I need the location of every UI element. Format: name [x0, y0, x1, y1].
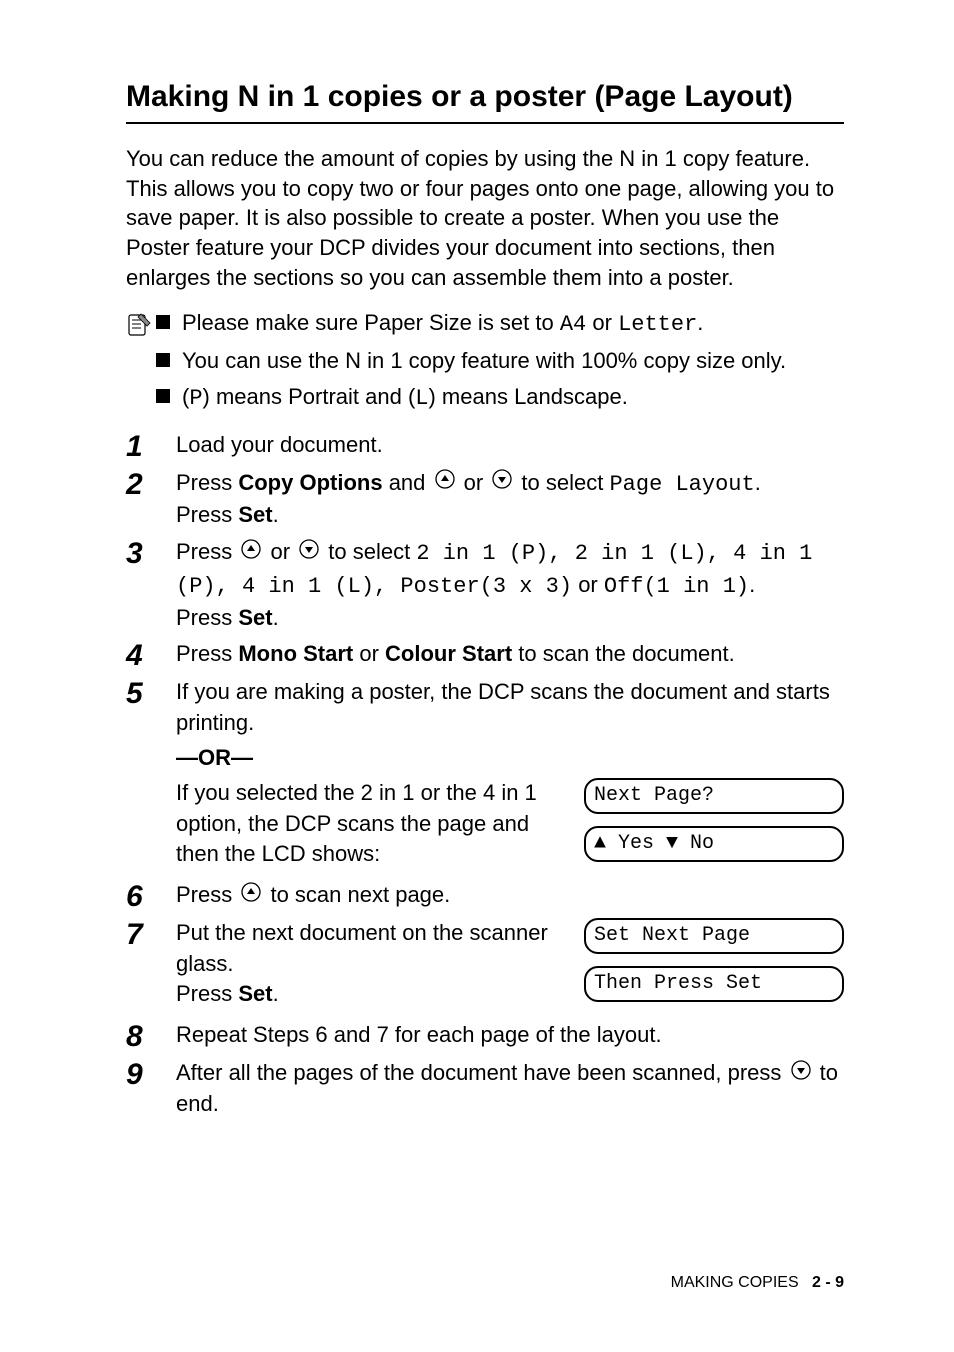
- down-button-icon: [491, 468, 513, 499]
- square-bullet-icon: [156, 315, 170, 329]
- footer-label: MAKING COPIES: [671, 1274, 799, 1291]
- step-number: 6: [126, 880, 176, 912]
- up-button-icon: [240, 538, 262, 569]
- step5-row: If you selected the 2 in 1 or the 4 in 1…: [176, 778, 844, 874]
- step-body: Repeat Steps 6 and 7 for each page of th…: [176, 1020, 844, 1051]
- step5-text: If you selected the 2 in 1 or the 4 in 1…: [176, 778, 564, 870]
- down-button-icon: [298, 538, 320, 569]
- lcd-display: Next Page?: [584, 778, 844, 814]
- step-2: 2 Press Copy Options and or to select Pa…: [126, 468, 844, 532]
- step-body: If you are making a poster, the DCP scan…: [176, 677, 844, 873]
- step5-line1: If you are making a poster, the DCP scan…: [176, 677, 844, 739]
- step-body: After all the pages of the document have…: [176, 1058, 844, 1120]
- square-bullet-icon: [156, 389, 170, 403]
- steps-list: 1 Load your document. 2 Press Copy Optio…: [126, 430, 844, 1121]
- step-number: 9: [126, 1058, 176, 1090]
- note-icon: [126, 312, 156, 343]
- step-4: 4 Press Mono Start or Colour Start to sc…: [126, 639, 844, 671]
- step-number: 8: [126, 1020, 176, 1052]
- step-body: Press or to select 2 in 1 (P), 2 in 1 (L…: [176, 537, 844, 633]
- lcd-group: Next Page? ▲ Yes ▼ No: [584, 778, 844, 874]
- note-text: You can use the N in 1 copy feature with…: [182, 346, 844, 376]
- step-body: Press to scan next page.: [176, 880, 844, 912]
- page-number: 2 - 9: [812, 1274, 844, 1291]
- step-number: 5: [126, 677, 176, 709]
- lcd-display: Set Next Page: [584, 918, 844, 954]
- step-1: 1 Load your document.: [126, 430, 844, 462]
- lcd-display: ▲ Yes ▼ No: [584, 826, 844, 862]
- up-button-icon: [434, 468, 456, 499]
- or-separator: —OR—: [176, 743, 844, 774]
- step-7: 7 Put the next document on the scanner g…: [126, 918, 844, 1014]
- note-list: Please make sure Paper Size is set to A4…: [156, 308, 844, 419]
- step-8: 8 Repeat Steps 6 and 7 for each page of …: [126, 1020, 844, 1052]
- page-content: Making N in 1 copies or a poster (Page L…: [0, 0, 954, 1120]
- step-5: 5 If you are making a poster, the DCP sc…: [126, 677, 844, 873]
- lcd-display: Then Press Set: [584, 966, 844, 1002]
- page-footer: MAKING COPIES 2 - 9: [671, 1274, 844, 1292]
- step-3: 3 Press or to select 2 in 1 (P), 2 in 1 …: [126, 537, 844, 633]
- step-6: 6 Press to scan next page.: [126, 880, 844, 912]
- notes-block: Please make sure Paper Size is set to A4…: [126, 308, 844, 419]
- note-text: (P) means Portrait and (L) means Landsca…: [182, 382, 844, 414]
- step7-text: Put the next document on the scanner gla…: [176, 918, 564, 1010]
- step-body: Press Copy Options and or to select Page…: [176, 468, 844, 532]
- intro-paragraph: You can reduce the amount of copies by u…: [126, 144, 844, 292]
- note-text: Please make sure Paper Size is set to A4…: [182, 308, 844, 340]
- note-item: You can use the N in 1 copy feature with…: [156, 346, 844, 376]
- square-bullet-icon: [156, 353, 170, 367]
- down-button-icon: [790, 1059, 812, 1090]
- step7-row: Put the next document on the scanner gla…: [176, 918, 844, 1014]
- step-9: 9 After all the pages of the document ha…: [126, 1058, 844, 1120]
- step-body: Load your document.: [176, 430, 844, 461]
- lcd-group: Set Next Page Then Press Set: [584, 918, 844, 1014]
- step-number: 7: [126, 918, 176, 950]
- step-number: 1: [126, 430, 176, 462]
- note-item: Please make sure Paper Size is set to A4…: [156, 308, 844, 340]
- step-body: Put the next document on the scanner gla…: [176, 918, 844, 1014]
- section-title: Making N in 1 copies or a poster (Page L…: [126, 80, 844, 124]
- step-number: 4: [126, 639, 176, 671]
- step-body: Press Mono Start or Colour Start to scan…: [176, 639, 844, 670]
- step-number: 2: [126, 468, 176, 500]
- up-button-icon: [240, 881, 262, 912]
- step-number: 3: [126, 537, 176, 569]
- note-item: (P) means Portrait and (L) means Landsca…: [156, 382, 844, 414]
